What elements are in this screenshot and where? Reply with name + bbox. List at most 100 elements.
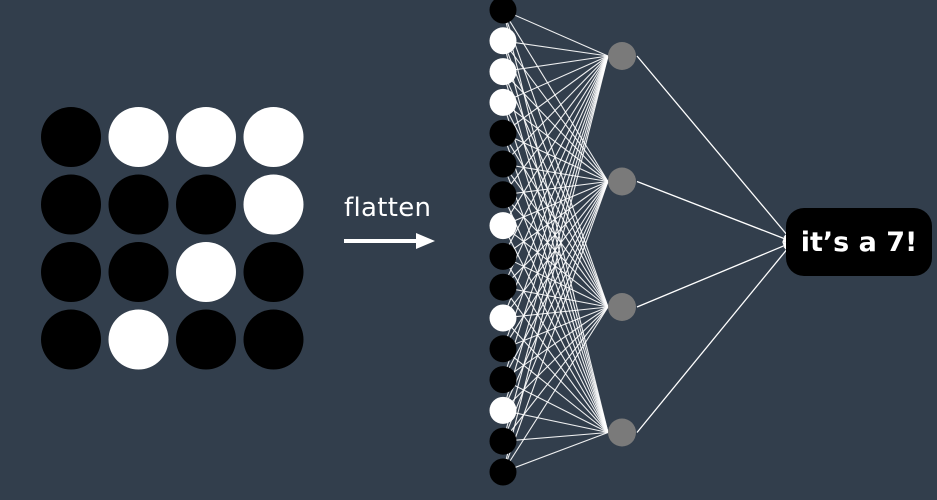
hidden-node [608,167,636,196]
connection-line [502,9,609,308]
grid-pixel [243,309,304,370]
input-node [489,335,517,363]
connection-line [502,102,609,433]
grid-pixel [108,242,169,302]
input-node [489,0,517,24]
connection-line [502,306,609,473]
grid-pixel [108,174,169,235]
grid-pixel [41,309,101,370]
grid-pixel [108,309,169,370]
connection-line [502,9,609,182]
grid-pixel [176,174,236,235]
input-node [489,304,517,332]
connection-line [502,225,609,308]
grid-pixel [243,107,304,167]
input-node [489,212,517,240]
connection-line [502,431,609,442]
hidden-node [608,42,636,70]
connection-line [502,163,609,433]
connection-line [502,181,609,411]
connection-line [502,55,609,257]
flatten-arrow-head [416,233,435,249]
input-node [489,366,517,394]
connection-line [502,55,609,288]
output-node: it’s a 7! [786,208,932,276]
connection-line [502,71,609,433]
connection-line [502,55,609,319]
connection-line [502,194,609,433]
connection-line [502,55,609,73]
connection-line [502,40,609,57]
connection-line [502,306,609,381]
flatten-label: flatten [344,193,432,223]
connection-line [502,163,609,308]
connection-line [502,101,609,182]
input-node [489,242,517,270]
output-label: it’s a 7! [800,226,918,258]
grid-pixel [176,309,236,370]
connection-line [502,40,609,308]
input-node [489,273,517,301]
connection-line [502,256,609,433]
connection-line [502,55,609,442]
connection-line [502,55,609,473]
connection-line [502,55,609,349]
connection-line [502,409,609,434]
input-node [489,150,517,178]
connection-line [502,55,609,411]
connection-line [502,225,609,433]
input-node [489,396,517,424]
connection-line [502,40,609,182]
connection-line [502,55,609,226]
connection-line [502,71,609,182]
connection-line [502,55,609,103]
connection-line [502,40,609,433]
output-connection-line [636,55,789,237]
connection-line [502,9,609,433]
grid-pixel [108,107,169,167]
connection-line [502,71,609,308]
grid-pixel [176,242,236,302]
input-node [489,119,517,147]
connection-line [502,132,609,308]
flatten-arrow [344,233,435,249]
connection-line [502,133,609,433]
connection-line [502,348,609,433]
connection-line [502,317,609,433]
input-hidden-connections [502,9,609,473]
connection-line [502,181,609,473]
input-node [489,88,517,116]
connection-line [502,55,609,380]
connection-line [502,181,609,442]
grid-pixel [41,107,101,167]
grid-pixel [243,242,304,302]
input-node [489,58,517,86]
connection-line [502,306,609,442]
connection-line [502,55,609,134]
grid-pixel [243,174,304,235]
hidden-output-connections [636,55,793,433]
grid-pixel [41,174,101,235]
connection-line [502,431,609,473]
input-grid [41,107,304,370]
output-connection-line [636,247,789,433]
connection-line [502,9,609,57]
connection-line [502,55,609,196]
input-node [489,27,517,55]
input-node [489,458,517,486]
connection-line [502,379,609,433]
output-connection-line [636,180,786,240]
hidden-node [608,293,636,321]
output-connection-line [636,244,786,308]
connection-line [502,55,609,165]
hidden-layer [608,42,636,447]
hidden-node [608,418,636,447]
input-layer [489,0,517,486]
connection-line [502,286,609,433]
connection-line [502,102,609,308]
connection-line [502,194,609,308]
input-node [489,427,517,455]
grid-pixel [176,107,236,167]
